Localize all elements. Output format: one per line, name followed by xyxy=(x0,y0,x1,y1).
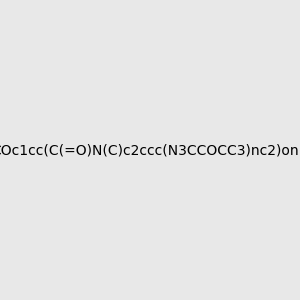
Text: COc1cc(C(=O)N(C)c2ccc(N3CCOCC3)nc2)on1: COc1cc(C(=O)N(C)c2ccc(N3CCOCC3)nc2)on1 xyxy=(0,143,300,157)
